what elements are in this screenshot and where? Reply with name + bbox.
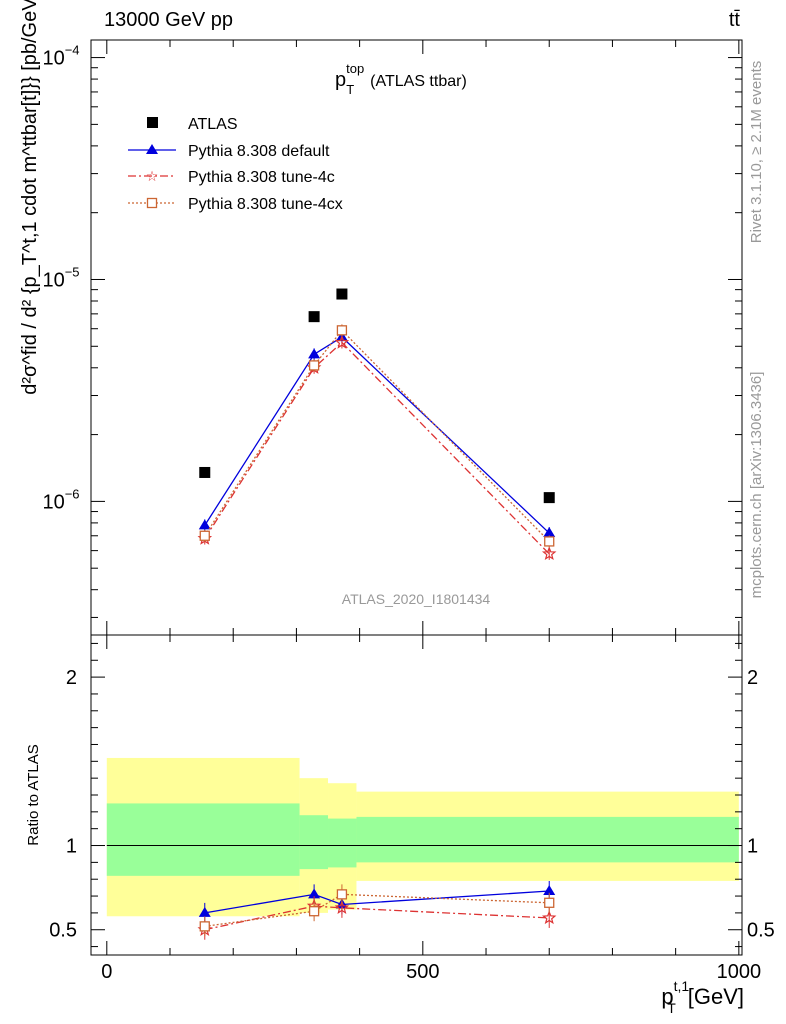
x-axis-label: pt,1 T [GeV] [661, 978, 744, 1016]
ratio-point-tune4cx [544, 897, 555, 908]
header-energy-label: 13000 GeV pp [104, 9, 233, 31]
ratio-point-tune4c [541, 910, 557, 925]
x-tick-label: 1000 [717, 961, 762, 983]
main-y-tick-label: 10−6 [42, 486, 79, 513]
main-point-default [198, 519, 211, 530]
ratio-point-default [198, 906, 211, 917]
legend: ATLAS Pythia 8.308 default ☆ Pythia 8.30… [128, 116, 343, 213]
legend-marker-atlas [147, 117, 158, 128]
ratio-y-tick-label-left: 0.5 [49, 920, 77, 942]
main-point-tune4cx [199, 530, 210, 541]
ratio-y-tick-label-left: 1 [66, 836, 77, 858]
main-point-tune4cx [308, 360, 320, 371]
ratio-point-tune4cx [308, 906, 320, 917]
ratio-point-default [308, 888, 321, 899]
main-point-atlas [199, 466, 211, 478]
main-series-line-tune4c [204, 341, 550, 555]
main-series-line-tune4cx [204, 329, 550, 542]
mcplots-reference-label: mcplots.cern.ch [arXiv:1306.3436] [748, 372, 765, 599]
ratio-series-line-tune4c [204, 905, 550, 931]
ratio-point-default [543, 885, 556, 895]
main-point-atlas [336, 288, 348, 300]
ratio-point-tune4cx [336, 889, 348, 900]
main-point-tune4c [541, 546, 557, 561]
ratio-y-tick-label-right: 0.5 [747, 920, 775, 942]
legend-marker-tune4cx [146, 197, 158, 209]
main-plot-area: 10−6 10−5 10−4 [42, 39, 743, 636]
legend-label-default: Pythia 8.308 default [188, 143, 330, 160]
x-tick-label: 500 [406, 961, 439, 983]
main-point-tune4c [334, 334, 350, 349]
main-y-tick-label: 10−5 [42, 264, 79, 291]
main-y-axis-label: d²σ^fid / d² {p_T^t,1 cdot m^ttbar[t]}} … [19, 0, 41, 395]
ratio-y-axis-label: Ratio to ATLAS [25, 744, 42, 845]
main-point-tune4cx [544, 536, 555, 547]
legend-label-tune4cx: Pythia 8.308 tune-4cx [188, 196, 343, 213]
ratio-y-tick-label-right: 1 [747, 836, 758, 858]
main-plot-title: ptop T (ATLAS ttbar) [335, 61, 467, 97]
rivet-version-label: Rivet 3.1.10, ≥ 2.1M events [748, 61, 765, 244]
main-y-tick-label: 10−4 [42, 43, 79, 70]
ratio-series-line-default [204, 890, 550, 914]
main-point-default [308, 348, 321, 359]
main-point-atlas [543, 492, 555, 504]
legend-marker-tune4c: ☆ [146, 168, 159, 184]
header-process-label: tt̄ [729, 9, 741, 31]
main-point-default [543, 527, 556, 538]
ratio-plot-area: 0 500 1000 0.5 0.5 1 1 2 2 [49, 634, 775, 983]
ratio-band-green [356, 816, 739, 863]
x-tick-label: 0 [101, 961, 112, 983]
ratio-y-tick-label-left: 2 [66, 667, 77, 689]
main-series-line-default [204, 336, 550, 534]
ratio-point-tune4c [334, 900, 350, 915]
analysis-watermark: ATLAS_2020_I1801434 [342, 591, 491, 607]
legend-marker-default [146, 144, 158, 154]
ratio-band-green [299, 815, 329, 870]
ratio-point-tune4cx [199, 921, 210, 932]
legend-label-atlas: ATLAS [188, 116, 238, 133]
legend-label-tune4c: Pythia 8.308 tune-4c [188, 169, 335, 186]
main-point-atlas [308, 311, 320, 323]
main-point-tune4cx [336, 325, 348, 336]
ratio-y-tick-label-right: 2 [747, 667, 758, 689]
ratio-band-green [106, 803, 300, 876]
ratio-band-green [328, 818, 357, 868]
